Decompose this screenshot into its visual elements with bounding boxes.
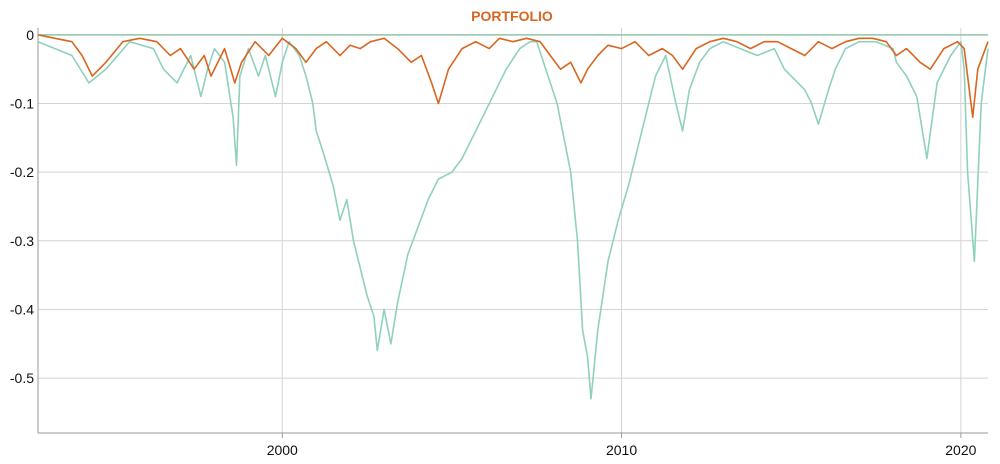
- y-tick-label: -0.2: [10, 164, 34, 180]
- series-lines: [37, 34, 989, 400]
- x-tick-label: 2000: [267, 442, 298, 458]
- x-tick-label: 2010: [606, 442, 637, 458]
- x-tick-label: 2020: [945, 442, 976, 458]
- axes: [37, 28, 988, 438]
- y-tick-label: -0.5: [10, 370, 34, 386]
- y-tick-label: 0: [26, 27, 34, 43]
- portfolio-series-line: [37, 34, 989, 118]
- y-tick-label: -0.3: [10, 233, 34, 249]
- y-tick-label: -0.1: [10, 96, 34, 112]
- benchmark-series-line: [37, 40, 989, 400]
- tick-labels: 0 -0.1 -0.2 -0.3 -0.4 -0.5 2000 2010 2020: [10, 27, 977, 458]
- chart-title: PORTFOLIO: [471, 8, 553, 24]
- gridlines: [38, 28, 988, 433]
- y-tick-label: -0.4: [10, 301, 34, 317]
